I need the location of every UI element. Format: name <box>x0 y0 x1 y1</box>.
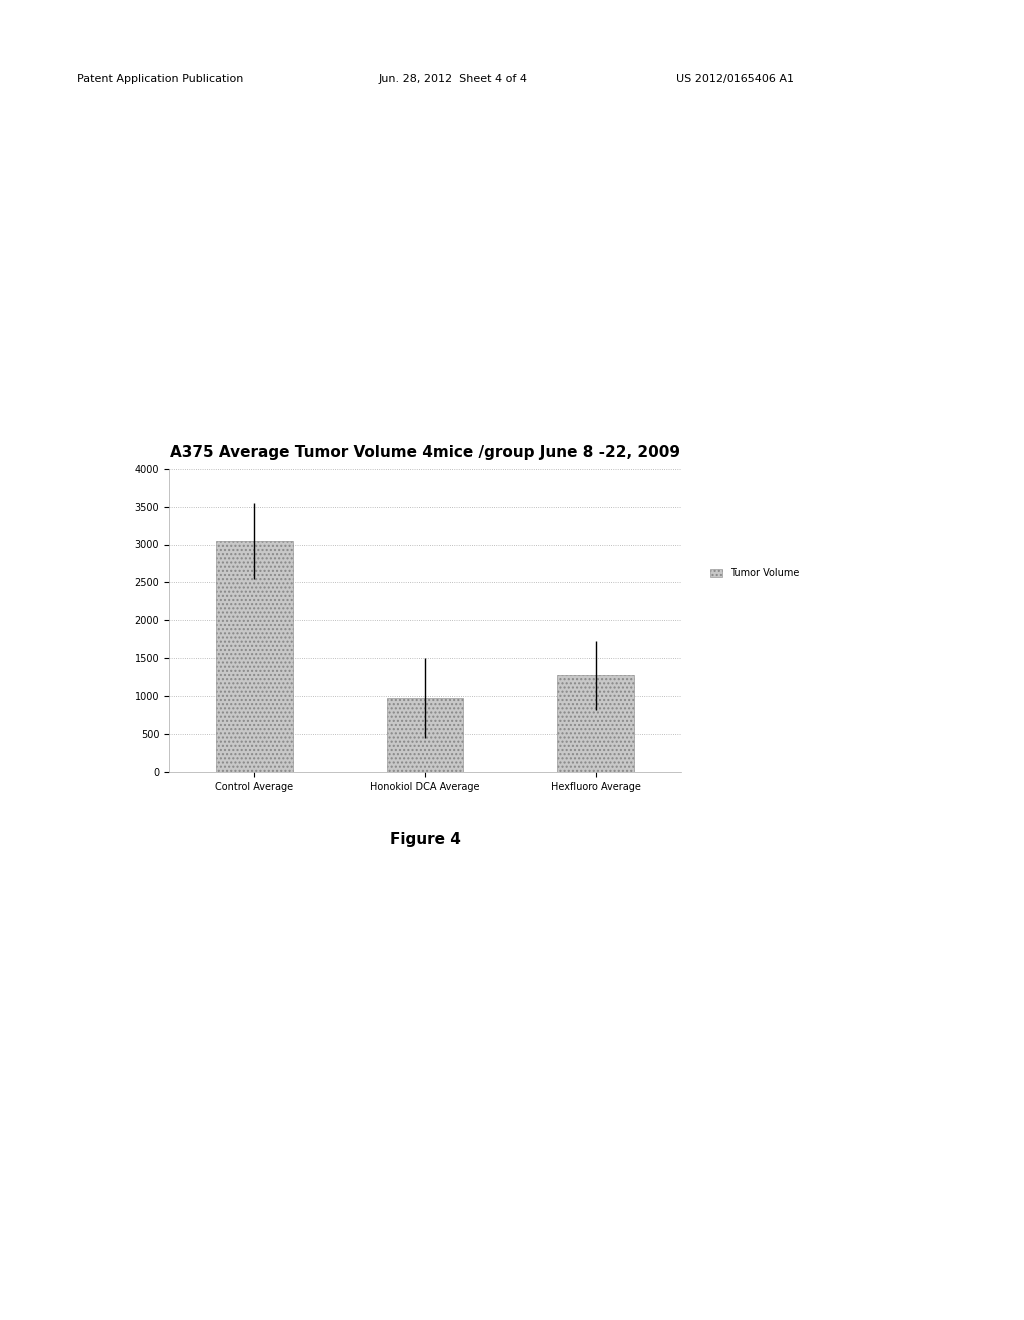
Bar <box>387 698 463 772</box>
Text: Patent Application Publication: Patent Application Publication <box>77 74 243 84</box>
Text: Figure 4: Figure 4 <box>389 832 461 846</box>
Bar <box>557 676 634 772</box>
Text: Jun. 28, 2012  Sheet 4 of 4: Jun. 28, 2012 Sheet 4 of 4 <box>379 74 528 84</box>
Text: US 2012/0165406 A1: US 2012/0165406 A1 <box>676 74 794 84</box>
Legend: Tumor Volume: Tumor Volume <box>707 565 803 582</box>
Title: A375 Average Tumor Volume 4mice /group June 8 -22, 2009: A375 Average Tumor Volume 4mice /group J… <box>170 445 680 461</box>
Bar <box>216 541 293 772</box>
